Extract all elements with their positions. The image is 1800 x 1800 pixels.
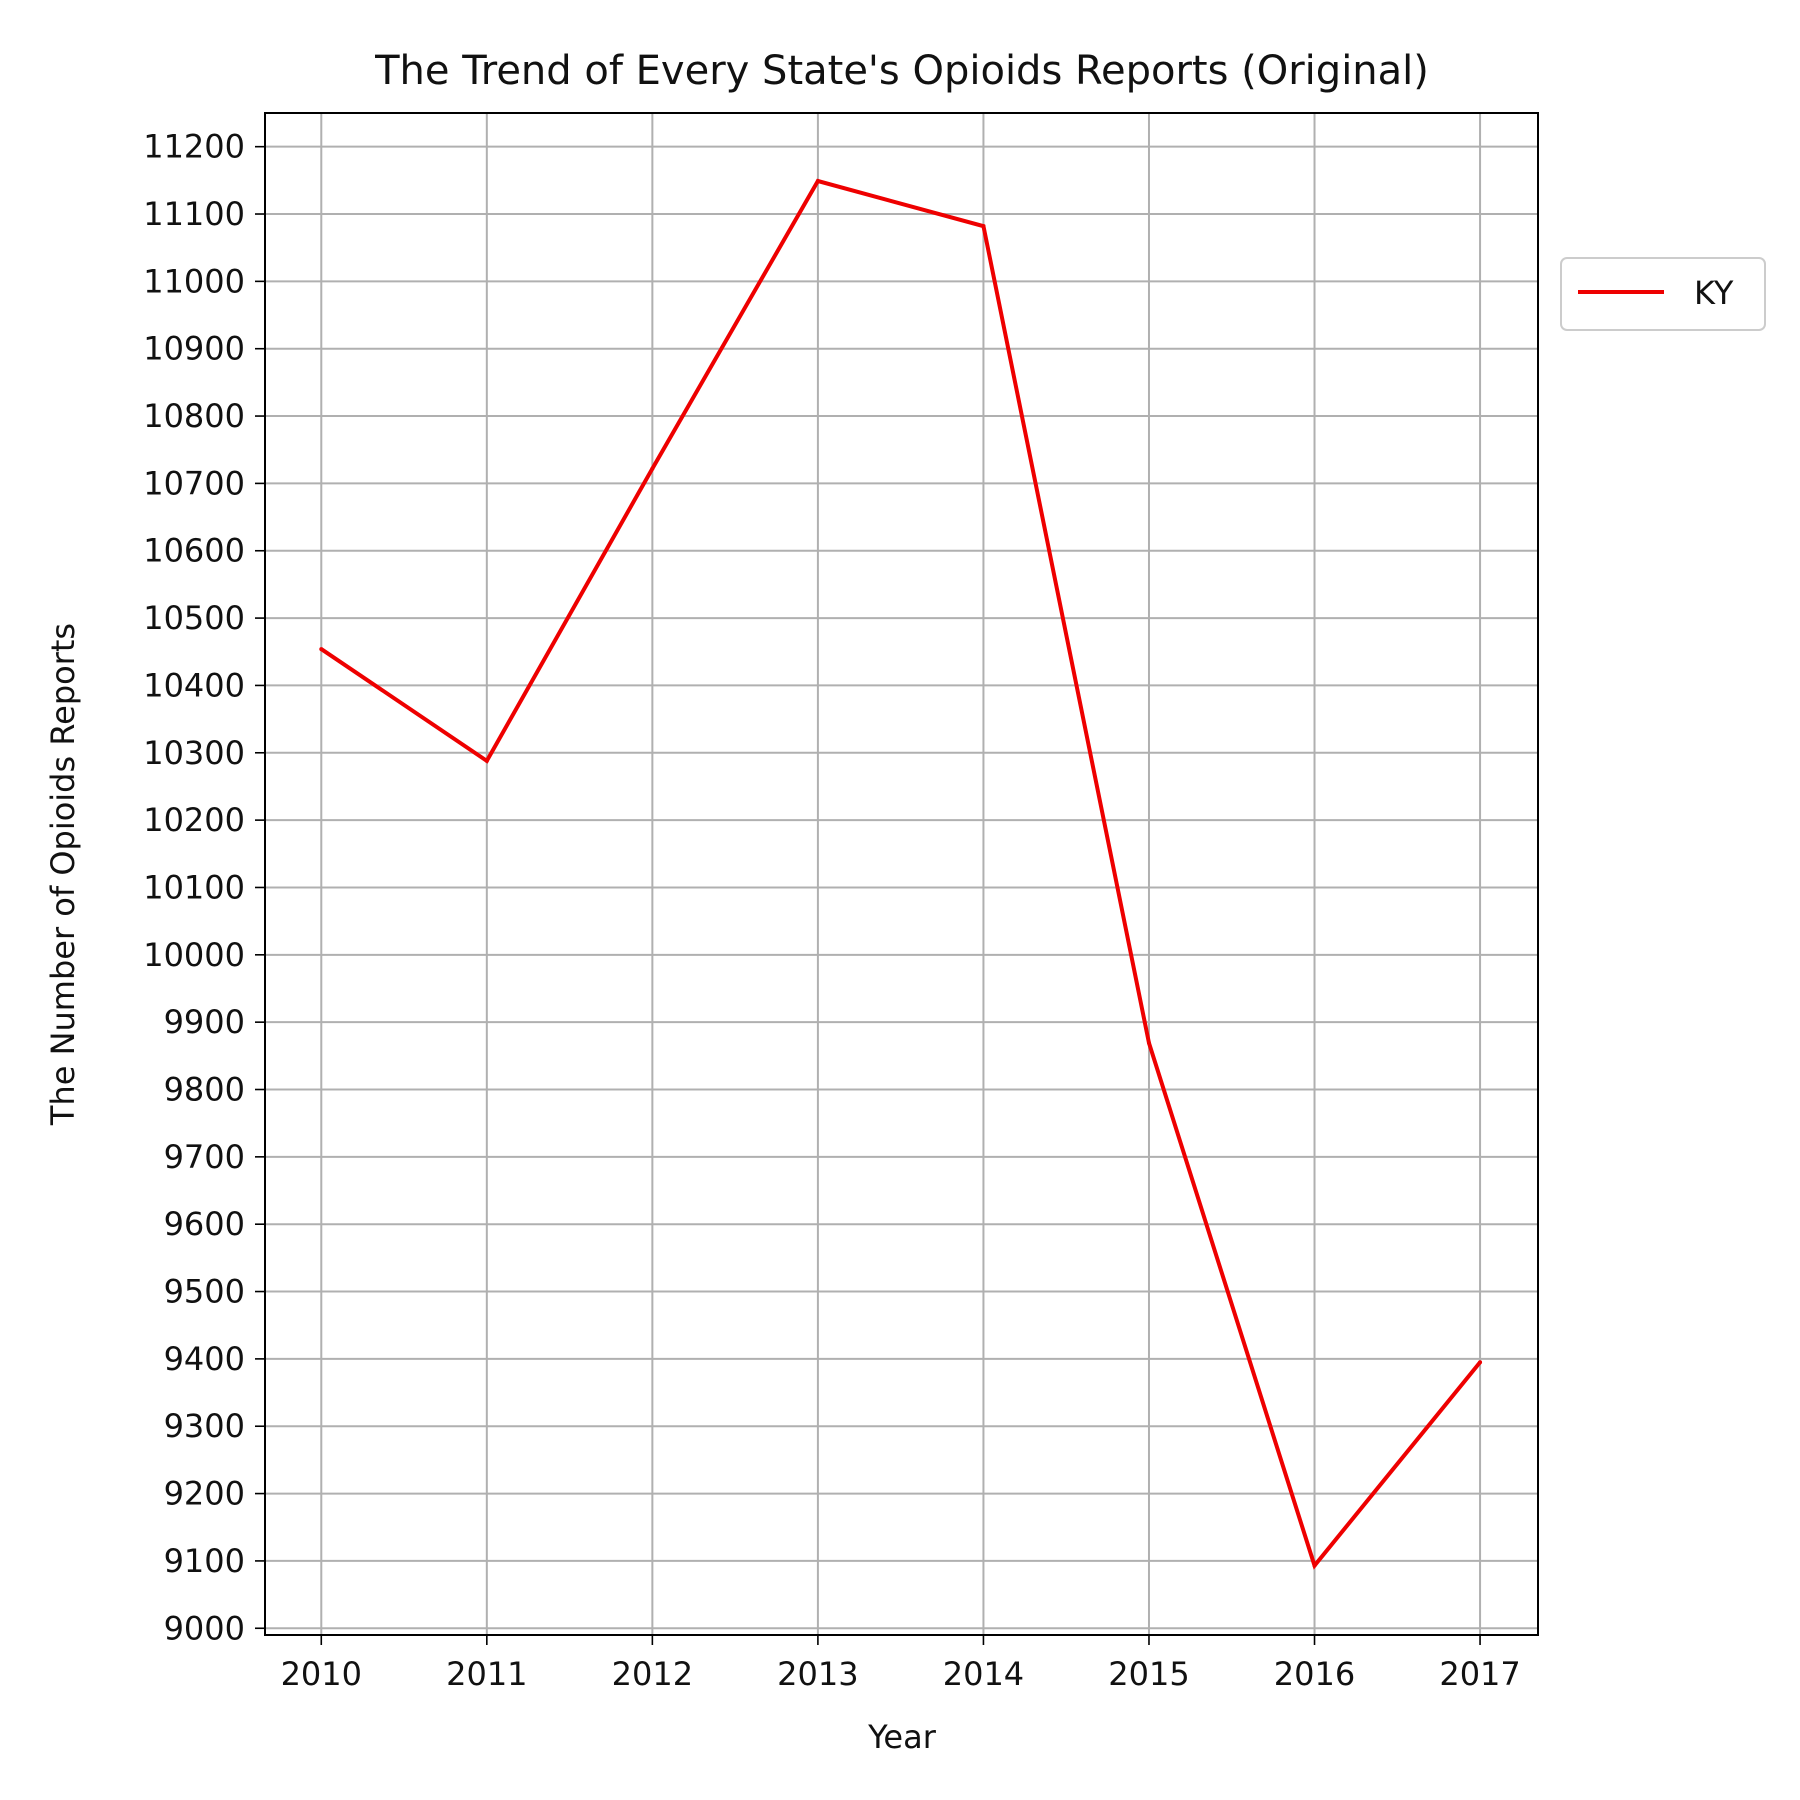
data-point: [319, 647, 324, 652]
y-tick-label: 10300: [143, 734, 245, 772]
y-tick-label: 9100: [164, 1542, 245, 1580]
x-tick-label: 2017: [1439, 1655, 1520, 1693]
y-tick-label: 9300: [164, 1407, 245, 1445]
x-axis-label: Year: [867, 1718, 937, 1756]
x-tick-label: 2015: [1108, 1655, 1189, 1693]
y-tick-label: 9200: [164, 1475, 245, 1513]
x-tick-label: 2013: [777, 1655, 858, 1693]
y-tick-label: 10100: [143, 868, 245, 906]
plot-area: [319, 178, 1483, 1570]
data-point: [981, 224, 986, 229]
legend: KY: [1560, 257, 1766, 331]
y-tick-label: 10000: [143, 936, 245, 974]
x-tick-label: 2010: [281, 1655, 362, 1693]
grid: [265, 113, 1538, 1635]
y-tick-label: 9600: [164, 1205, 245, 1243]
chart-title: The Trend of Every State's Opioids Repor…: [374, 48, 1429, 94]
y-tick-label: 10200: [143, 801, 245, 839]
axes-frame: [264, 112, 1539, 1636]
x-tick-label: 2011: [446, 1655, 527, 1693]
x-tick-label: 2016: [1274, 1655, 1355, 1693]
y-tick-label: 10500: [143, 599, 245, 637]
data-point: [1146, 1041, 1151, 1046]
y-tick-label: 9800: [164, 1071, 245, 1109]
data-point: [1312, 1563, 1317, 1568]
y-tick-label: 9400: [164, 1340, 245, 1378]
y-axis-label: The Number of Opioids Reports: [44, 623, 82, 1126]
series-line-ky: [320, 178, 1482, 1570]
y-tick-label: 10900: [143, 330, 245, 368]
y-tick-label: 9700: [164, 1138, 245, 1176]
y-tick-label: 11000: [143, 262, 245, 300]
y-tick-label: 9900: [164, 1003, 245, 1041]
x-axis: 2010 2011 2012 2013 2014 2015 2016 2017: [281, 1635, 1521, 1693]
x-tick-label: 2014: [943, 1655, 1024, 1693]
y-tick-label: 10400: [143, 666, 245, 704]
y-axis: 9000 9100 9200 9300 9400 9500 9600 9700 9800 9900…: [143, 128, 265, 1647]
y-tick-label: 11200: [143, 128, 245, 166]
y-tick-label: 9000: [164, 1609, 245, 1647]
y-tick-label: 10700: [143, 464, 245, 502]
data-point: [815, 179, 820, 184]
data-point: [1478, 1360, 1483, 1365]
legend-label-ky: KY: [1694, 274, 1734, 312]
y-tick-label: 11100: [143, 195, 245, 233]
y-tick-label: 10800: [143, 397, 245, 435]
data-point: [484, 758, 489, 763]
y-tick-label: 10600: [143, 532, 245, 570]
x-tick-label: 2012: [612, 1655, 693, 1693]
data-point: [650, 466, 655, 471]
y-tick-label: 9500: [164, 1273, 245, 1311]
